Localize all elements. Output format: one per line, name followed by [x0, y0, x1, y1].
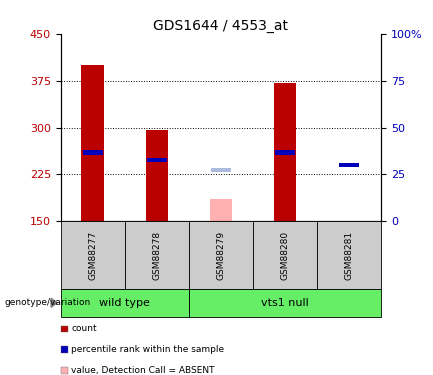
- Text: genotype/variation: genotype/variation: [4, 298, 90, 307]
- Bar: [274, 82, 296, 221]
- Text: percentile rank within the sample: percentile rank within the sample: [71, 345, 225, 354]
- Bar: [253, 221, 317, 289]
- Bar: [145, 130, 168, 221]
- Bar: [61, 289, 189, 317]
- Text: vts1 null: vts1 null: [261, 298, 309, 308]
- Text: count: count: [71, 324, 97, 333]
- Bar: [189, 289, 381, 317]
- Bar: [61, 221, 125, 289]
- Text: GSM88281: GSM88281: [345, 230, 353, 280]
- Bar: [125, 221, 189, 289]
- Bar: [81, 65, 104, 221]
- Bar: [210, 200, 232, 221]
- Text: GSM88279: GSM88279: [216, 230, 225, 280]
- Text: GSM88277: GSM88277: [88, 230, 97, 280]
- Text: GSM88280: GSM88280: [281, 230, 289, 280]
- Bar: [275, 150, 295, 154]
- Title: GDS1644 / 4553_at: GDS1644 / 4553_at: [153, 19, 288, 33]
- Bar: [317, 221, 381, 289]
- Text: value, Detection Call = ABSENT: value, Detection Call = ABSENT: [71, 366, 215, 375]
- Bar: [147, 158, 167, 162]
- Text: wild type: wild type: [99, 298, 150, 308]
- Bar: [83, 150, 103, 154]
- Text: GSM88278: GSM88278: [152, 230, 161, 280]
- Polygon shape: [51, 298, 57, 307]
- Bar: [339, 163, 359, 167]
- Bar: [211, 168, 231, 172]
- Bar: [189, 221, 253, 289]
